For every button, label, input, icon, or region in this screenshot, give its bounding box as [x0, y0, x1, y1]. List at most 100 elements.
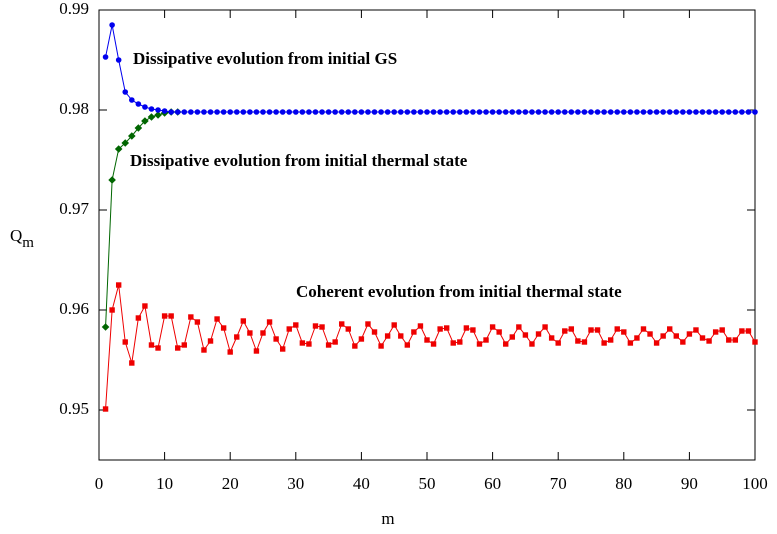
point: [575, 338, 581, 344]
point: [148, 342, 155, 348]
point: [266, 319, 273, 325]
point: [319, 324, 325, 330]
point: [725, 109, 732, 115]
series-line: [105, 284, 756, 410]
point: [516, 109, 522, 115]
point: [450, 109, 457, 115]
point: [358, 109, 365, 115]
point: [666, 109, 673, 115]
point: [732, 337, 739, 343]
point: [529, 341, 535, 347]
point: [719, 109, 725, 115]
point: [443, 109, 450, 115]
point: [542, 109, 548, 115]
point: [686, 331, 693, 337]
point: [293, 109, 299, 115]
point: [194, 319, 201, 325]
point: [332, 339, 338, 345]
point: [411, 109, 417, 115]
point: [273, 109, 279, 115]
point: [154, 111, 162, 119]
point: [247, 109, 253, 115]
point: [555, 340, 561, 346]
point: [227, 349, 233, 355]
point: [621, 109, 627, 115]
point: [417, 109, 424, 115]
point: [463, 325, 470, 331]
point: [122, 89, 129, 95]
point: [752, 339, 758, 345]
point: [489, 109, 496, 115]
x-tick-label: 10: [156, 474, 173, 493]
point: [732, 109, 739, 115]
point: [483, 337, 489, 343]
point: [417, 323, 424, 329]
point: [201, 347, 207, 353]
point: [240, 109, 247, 115]
point: [647, 109, 653, 115]
point: [745, 109, 752, 115]
point: [260, 109, 266, 115]
x-tick-label: 0: [95, 474, 104, 493]
point: [345, 109, 352, 115]
x-tick-label: 80: [615, 474, 632, 493]
point: [502, 109, 509, 115]
point: [266, 109, 273, 115]
point: [634, 109, 640, 115]
point: [647, 331, 653, 337]
point: [147, 113, 156, 121]
point: [660, 333, 666, 339]
point: [496, 109, 502, 115]
point: [667, 326, 673, 332]
point: [548, 109, 555, 115]
point: [168, 313, 174, 319]
point: [253, 348, 260, 354]
point: [299, 340, 306, 346]
point: [680, 339, 686, 345]
point: [109, 307, 115, 313]
point: [155, 345, 161, 351]
point: [365, 109, 371, 115]
point: [194, 109, 201, 115]
point: [345, 326, 351, 332]
y-axis-label: Qm: [10, 226, 34, 252]
point: [457, 339, 463, 345]
x-tick-label: 70: [550, 474, 567, 493]
point: [594, 109, 601, 115]
point: [719, 327, 725, 333]
point: [739, 328, 745, 334]
annotation: Coherent evolution from initial thermal …: [296, 282, 622, 301]
point: [601, 109, 607, 115]
point: [739, 109, 745, 115]
point: [371, 329, 378, 335]
point: [312, 323, 319, 329]
point: [457, 109, 463, 115]
point: [339, 321, 345, 327]
point: [306, 341, 312, 347]
point: [699, 335, 706, 341]
point: [134, 124, 143, 132]
y-axis-label-sub: m: [22, 235, 34, 251]
point: [548, 335, 555, 341]
point: [627, 109, 634, 115]
point: [706, 109, 712, 115]
point: [220, 325, 227, 331]
point: [411, 329, 417, 335]
x-tick-label: 100: [742, 474, 768, 493]
point: [627, 340, 634, 346]
point: [279, 109, 286, 115]
point: [397, 109, 404, 115]
point: [286, 326, 292, 332]
point: [404, 109, 411, 115]
point: [161, 313, 168, 319]
x-tick-label: 40: [353, 474, 370, 493]
point: [174, 109, 181, 115]
point: [752, 109, 758, 115]
y-tick-label: 0.96: [59, 299, 89, 318]
x-tick-label: 60: [484, 474, 501, 493]
point: [101, 323, 110, 331]
point: [352, 109, 358, 115]
point: [115, 282, 122, 288]
x-tick-label: 90: [681, 474, 698, 493]
